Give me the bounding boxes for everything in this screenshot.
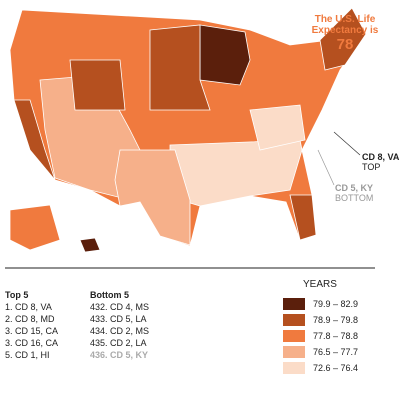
legend-label: 77.8 – 78.8: [313, 331, 359, 341]
list-title: Bottom 5: [90, 290, 129, 300]
legend-swatch: [283, 314, 305, 326]
callout-note: TOP: [362, 162, 381, 172]
legend-item: 76.5 – 77.7: [283, 344, 358, 360]
list-item: 433. CD 5, LA: [90, 314, 147, 324]
plains: [149, 24, 211, 111]
list-item: 5. CD 1, HI: [5, 350, 50, 360]
pacific-coast: [13, 99, 56, 181]
legend-item: 72.6 – 76.4: [283, 360, 358, 376]
legend-label: 72.6 – 76.4: [313, 363, 359, 373]
callout-note: BOTTOM: [335, 193, 374, 203]
legend-item: 79.9 – 82.9: [283, 296, 358, 312]
legend-swatch: [283, 298, 305, 310]
callout-label: CD 8, VA: [362, 152, 400, 162]
top-list: Top 5 1. CD 8, VA 2. CD 8, MD 3. CD 15, CA 3…: [5, 289, 58, 361]
legend-title: YEARS: [303, 279, 337, 290]
mountain: [69, 59, 126, 111]
headline-value: 78: [336, 36, 354, 53]
list-item: 436. CD 5, KY: [90, 350, 149, 360]
headline-title: The U.S. Life Expectancy is: [311, 14, 379, 36]
legend-swatch: [283, 362, 305, 374]
alaska: [9, 204, 61, 251]
legend-label: 78.9 – 79.8: [313, 315, 359, 325]
list-item: 435. CD 2, LA: [90, 338, 147, 348]
callout-leader: [317, 149, 335, 186]
callout: CD 5, KY BOTTOM: [335, 183, 373, 203]
callout-leader: [333, 131, 361, 156]
florida: [289, 194, 317, 241]
legend-item: 77.8 – 78.8: [283, 328, 358, 344]
callout-label: CD 5, KY: [335, 183, 374, 193]
bottom-list: Bottom 5 432. CD 4, MS 433. CD 5, LA 434. C…: [90, 289, 149, 361]
appalachia: [249, 104, 306, 151]
callout: CD 8, VA TOP: [362, 152, 399, 172]
midwest-region: [199, 24, 251, 86]
legend: YEARS 79.9 – 82.9 78.9 – 79.8 77.8 – 78.8 76…: [283, 279, 358, 376]
northeast: [319, 7, 367, 71]
list-item: 3. CD 16, CA: [5, 338, 59, 348]
list-item: 3. CD 15, CA: [5, 326, 59, 336]
list-item: 1. CD 8, VA: [5, 302, 52, 312]
legend-label: 79.9 – 82.9: [313, 299, 359, 309]
texas: [114, 149, 191, 246]
list-item: 432. CD 4, MS: [90, 302, 150, 312]
list-title: Top 5: [5, 290, 29, 300]
legend-swatch: [283, 330, 305, 342]
legend-label: 76.5 – 77.7: [313, 347, 359, 357]
legend-swatch: [283, 346, 305, 358]
list-item: 2. CD 8, MD: [5, 314, 55, 324]
headline: The U.S. Life Expectancy is 78: [300, 14, 390, 53]
list-item: 434. CD 2, MS: [90, 326, 150, 336]
hawaii: [79, 237, 101, 253]
legend-item: 78.9 – 79.8: [283, 312, 358, 328]
